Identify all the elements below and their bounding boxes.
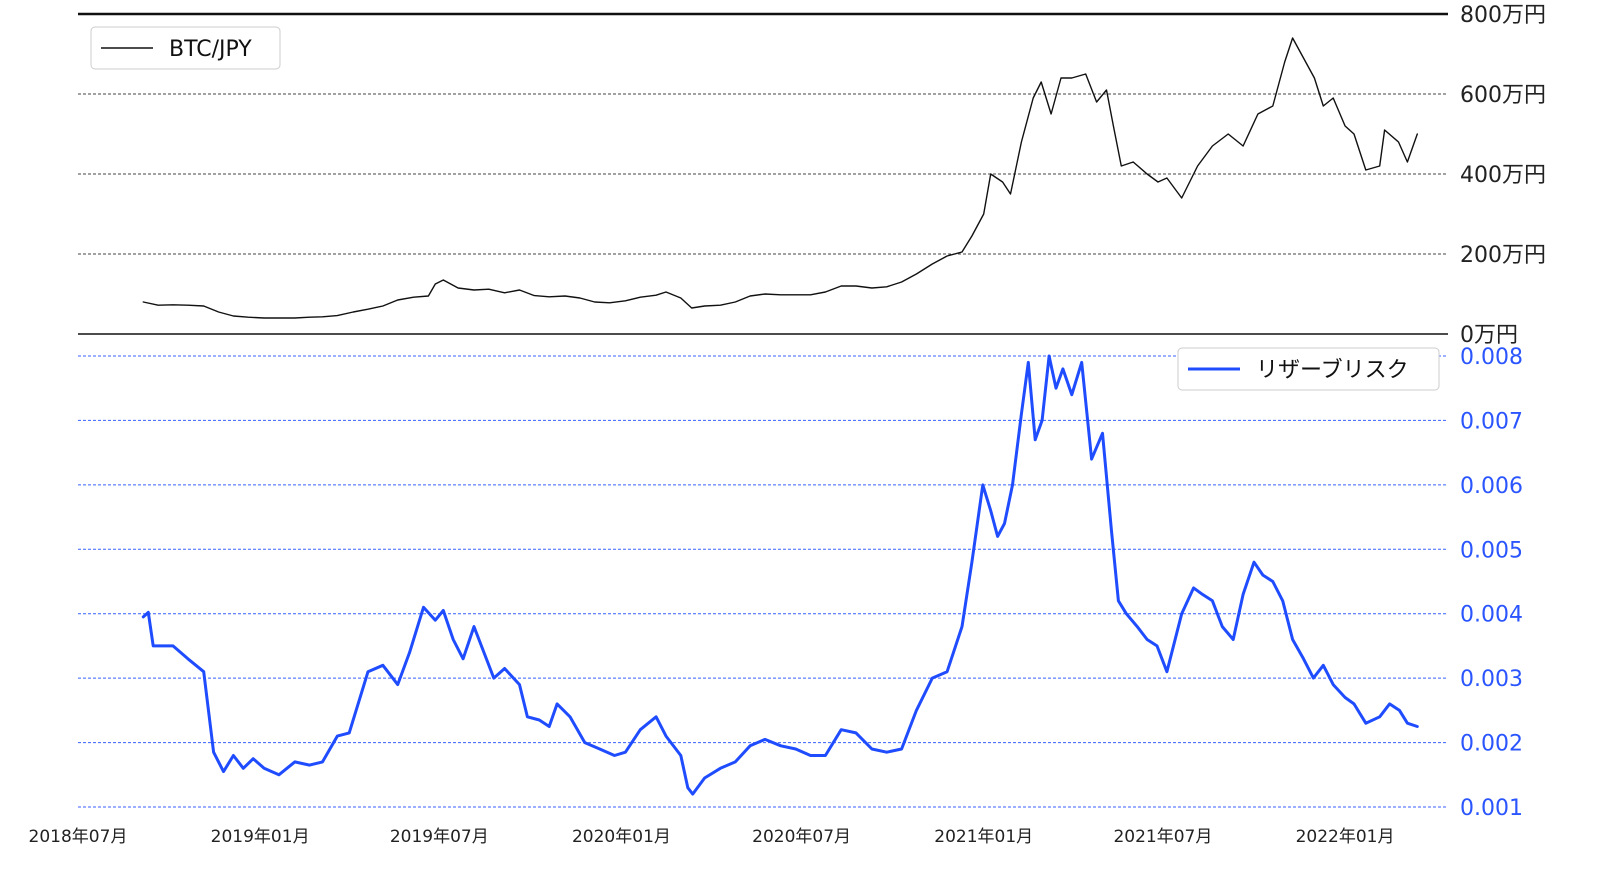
x-tick-label: 2022年01月	[1296, 827, 1395, 847]
top-y-tick-label: 800万円	[1460, 3, 1546, 28]
x-tick-label: 2018年07月	[29, 827, 128, 847]
bottom-y-tick-label: 0.006	[1460, 474, 1523, 499]
top-y-tick-label: 400万円	[1460, 163, 1546, 188]
legend-box	[90, 26, 281, 70]
x-tick-label: 2019年01月	[211, 827, 310, 847]
bottom-y-tick-label: 0.003	[1460, 667, 1523, 692]
top-legend: BTC/JPY	[90, 26, 281, 70]
bottom-y-tick-label: 0.004	[1460, 603, 1523, 628]
legend-label: リザーブリスク	[1256, 358, 1409, 383]
x-tick-label: 2020年07月	[752, 827, 851, 847]
x-tick-label: 2019年07月	[390, 827, 489, 847]
x-tick-label: 2021年07月	[1113, 827, 1212, 847]
bottom-y-tick-label: 0.008	[1460, 345, 1523, 370]
x-tick-label: 2021年01月	[934, 827, 1033, 847]
bottom-y-tick-label: 0.005	[1460, 538, 1523, 563]
btc-jpy-series-line	[142, 37, 1419, 319]
bottom-y-tick-label: 0.002	[1460, 732, 1523, 757]
top-y-tick-label: 0万円	[1460, 323, 1518, 348]
top-y-tick-label: 600万円	[1460, 83, 1546, 108]
bottom-y-tick-label: 0.007	[1460, 409, 1523, 434]
bottom-y-tick-label: 0.001	[1460, 796, 1523, 821]
x-tick-label: 2020年01月	[572, 827, 671, 847]
top-y-tick-label: 200万円	[1460, 243, 1546, 268]
reserve-risk-series-line	[141, 354, 1419, 796]
bottom-legend: リザーブリスク	[1177, 347, 1440, 391]
legend-label: BTC/JPY	[169, 37, 252, 62]
legend-box	[1177, 347, 1440, 391]
